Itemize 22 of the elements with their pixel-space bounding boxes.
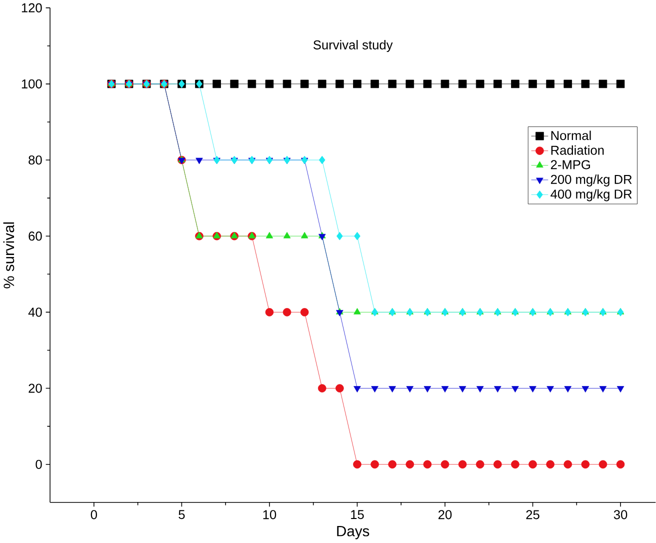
legend-label: Normal bbox=[551, 130, 591, 140]
y-tick-label: 120 bbox=[22, 4, 42, 13]
x-tick-label: 10 bbox=[263, 510, 276, 520]
x-axis-title: Days bbox=[337, 526, 370, 540]
text: Survival study bbox=[313, 40, 393, 52]
x-tick-label: 0 bbox=[90, 510, 98, 520]
y-tick-label: 100 bbox=[22, 80, 42, 89]
legend-label: 200 mg/kg DR bbox=[550, 174, 632, 187]
y-tick-label: 60 bbox=[28, 232, 42, 241]
legend-label: 400 mg/kg DR bbox=[550, 189, 632, 202]
legend-label: Radiation bbox=[551, 146, 604, 156]
x-tick-label: 5 bbox=[178, 510, 185, 520]
x-tick-label: 25 bbox=[526, 510, 540, 520]
y-tick-label: 80 bbox=[28, 156, 42, 165]
x-tick-label: 30 bbox=[614, 510, 628, 520]
legend-label: 2-MPG bbox=[550, 160, 590, 170]
y-axis-title: % survival bbox=[3, 222, 14, 289]
y-tick-label: 40 bbox=[28, 308, 42, 317]
x-tick-label: 15 bbox=[351, 510, 364, 520]
x-tick-label: 20 bbox=[438, 510, 452, 520]
y-tick-label: 0 bbox=[36, 460, 42, 470]
y-tick-label: 20 bbox=[28, 384, 42, 394]
